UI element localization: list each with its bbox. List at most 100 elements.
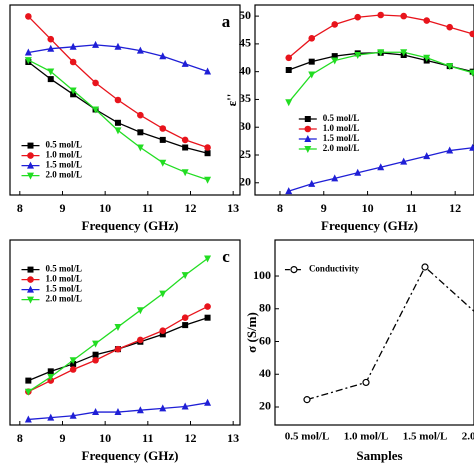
- y-tick-label: 35: [239, 91, 251, 105]
- marker: [469, 143, 474, 151]
- marker: [69, 411, 77, 419]
- x-tick-label: 10: [99, 431, 111, 445]
- marker: [25, 377, 32, 384]
- marker: [159, 159, 167, 167]
- marker: [27, 142, 34, 149]
- marker: [423, 17, 430, 24]
- marker: [377, 49, 385, 57]
- y-tick-label: 20: [239, 175, 251, 189]
- marker: [27, 161, 34, 169]
- marker: [69, 357, 77, 365]
- marker: [469, 30, 474, 38]
- x-tick-label: 8: [17, 201, 23, 215]
- marker: [308, 71, 316, 79]
- marker: [47, 373, 55, 381]
- marker: [47, 68, 55, 76]
- x-tick-label: 0.5 mol/L: [285, 431, 330, 443]
- marker: [24, 388, 32, 396]
- marker: [181, 402, 189, 410]
- frame: [254, 4, 474, 196]
- series-line: [306, 265, 474, 401]
- x-tick-label: 1.0 mol/L: [344, 431, 389, 443]
- frame: [9, 239, 241, 426]
- x-tick-label: 11: [142, 201, 153, 215]
- panel-label: a: [222, 12, 231, 31]
- y-tick-label: 80: [259, 301, 271, 315]
- x-axis-label: Frequency (GHz): [82, 218, 179, 233]
- marker: [204, 176, 212, 184]
- marker: [114, 42, 122, 50]
- marker: [159, 331, 166, 338]
- x-tick-label: 8: [17, 431, 23, 445]
- x-tick-label: 13: [227, 431, 239, 445]
- marker: [285, 99, 293, 107]
- y-tick-label: 60: [259, 333, 271, 347]
- x-tick-label: 11: [406, 201, 417, 215]
- marker: [24, 57, 32, 65]
- legend-label: 2.0 mol/L: [46, 294, 83, 304]
- marker: [47, 413, 55, 421]
- x-axis-label: Frequency (GHz): [82, 448, 179, 463]
- marker: [47, 368, 54, 375]
- marker: [204, 398, 212, 406]
- marker: [285, 54, 293, 62]
- marker: [204, 255, 212, 263]
- marker: [308, 35, 316, 42]
- marker: [181, 136, 189, 144]
- marker: [69, 87, 77, 95]
- legend-label: 2.0 mol/L: [46, 170, 83, 180]
- x-tick-label: 12: [185, 201, 197, 215]
- legend-label: 1.0 mol/L: [46, 150, 83, 160]
- marker: [303, 396, 311, 404]
- marker: [114, 119, 121, 126]
- marker: [136, 144, 144, 152]
- x-tick-label: 2.0 mol/L: [462, 431, 474, 443]
- x-tick-label: 8: [277, 201, 283, 215]
- marker: [92, 106, 100, 114]
- marker: [182, 322, 189, 329]
- marker: [137, 129, 144, 136]
- marker: [290, 266, 298, 274]
- marker: [47, 35, 55, 43]
- marker: [182, 144, 189, 151]
- marker: [400, 157, 408, 165]
- marker: [181, 314, 189, 322]
- marker: [27, 296, 34, 304]
- marker: [446, 63, 454, 71]
- x-tick-label: 9: [59, 431, 65, 445]
- marker: [362, 378, 370, 387]
- marker: [136, 46, 144, 54]
- marker: [304, 135, 312, 142]
- marker: [137, 336, 144, 344]
- marker: [114, 408, 122, 416]
- marker: [308, 58, 315, 65]
- marker: [181, 272, 189, 280]
- marker: [354, 13, 362, 21]
- marker: [400, 12, 408, 20]
- marker: [204, 144, 211, 151]
- legend-label: 1.5 mol/L: [46, 160, 83, 170]
- marker: [92, 340, 100, 348]
- marker: [400, 49, 408, 57]
- marker: [181, 169, 189, 177]
- marker: [204, 314, 211, 321]
- marker: [159, 290, 167, 298]
- x-tick-label: 11: [142, 431, 153, 445]
- marker: [446, 23, 453, 31]
- legend-label: 1.5 mol/L: [323, 133, 360, 143]
- marker: [114, 323, 122, 331]
- marker: [92, 79, 99, 87]
- legend-label: 1.0 mol/L: [46, 274, 83, 284]
- marker: [354, 168, 362, 176]
- marker: [27, 285, 34, 293]
- marker: [469, 69, 474, 77]
- marker: [159, 52, 167, 60]
- x-tick-label: 12: [449, 201, 461, 215]
- marker: [304, 125, 312, 133]
- marker: [136, 307, 144, 315]
- marker: [136, 406, 144, 414]
- y-tick-label: 25: [239, 147, 251, 161]
- y-tick-label: 50: [239, 8, 251, 22]
- marker: [24, 415, 32, 423]
- marker: [27, 152, 34, 159]
